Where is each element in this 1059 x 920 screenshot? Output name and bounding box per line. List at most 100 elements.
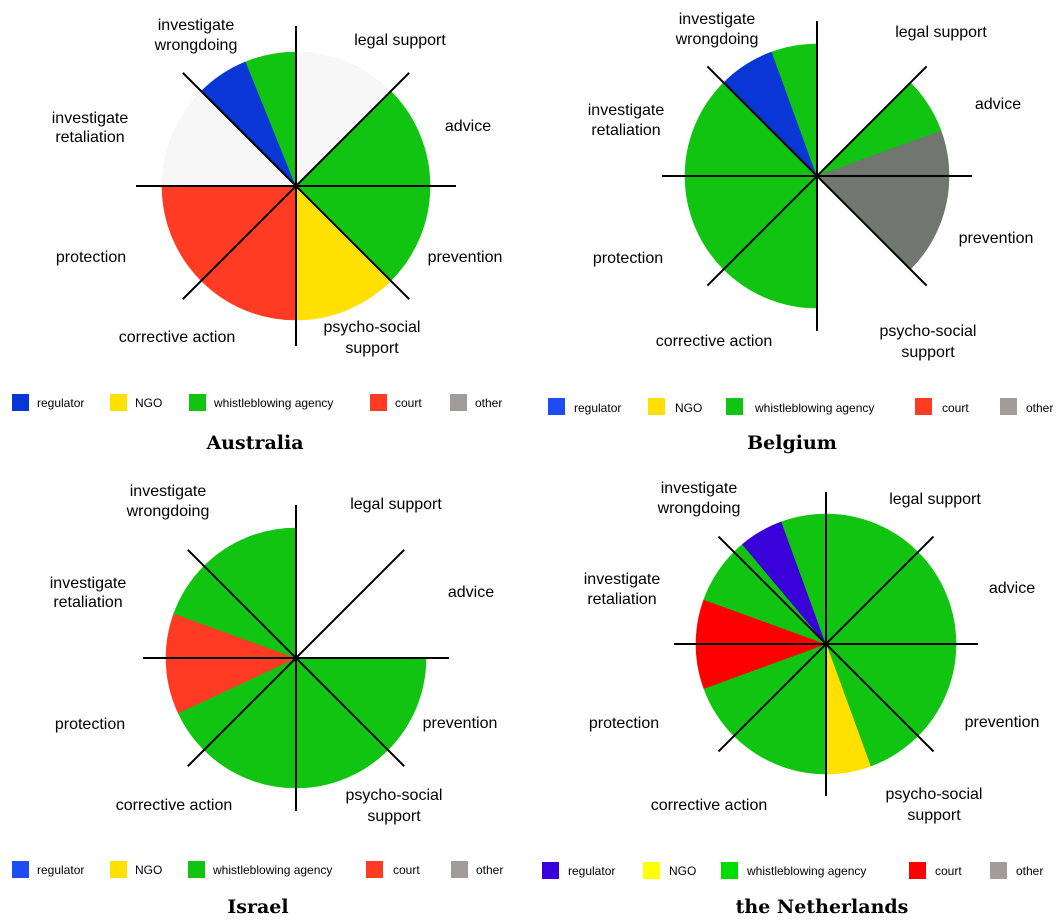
legend-swatch-whistleblowing-agency (188, 861, 205, 878)
legend-swatch-regulator (548, 398, 565, 415)
legend-swatch-ngo (110, 394, 127, 411)
legend-label-ngo: NGO (135, 396, 162, 410)
label-protection: protection (56, 249, 126, 266)
legend-swatch-ngo (648, 398, 665, 415)
pie-slice-advice-none (295, 565, 427, 659)
legend-label-whistleblowing-agency: whistleblowing agency (746, 864, 866, 878)
label-advice: advice (975, 96, 1021, 113)
pie-chart-netherlands: legal support advice prevention psycho-s… (542, 480, 1043, 879)
chart-panel-belgium: legal support advice prevention psycho-s… (530, 0, 1059, 460)
pie-slice-psycho-social-support-whistleblowing-agency (295, 657, 389, 789)
sector-divider-line (187, 549, 405, 767)
pie-slice-investigate-retaliation-whistleblowing-agency (684, 82, 818, 177)
label-legal-support: legal support (895, 24, 987, 41)
pie-chart-belgium: legal support advice prevention psycho-s… (548, 11, 1053, 415)
legend-swatch-regulator (542, 862, 559, 879)
label-psycho-social-support: psycho-social support (880, 323, 977, 361)
label-prevention: prevention (959, 230, 1034, 247)
label-psycho-social-support: psycho-social support (886, 786, 983, 824)
legend-label-other: other (475, 396, 502, 410)
label-psycho-social-support: psycho-social support (346, 787, 443, 825)
pie-slice-protection-court (161, 185, 297, 282)
legend-swatch-other (990, 862, 1007, 879)
chart-panel-netherlands: legal support advice prevention psycho-s… (530, 460, 1059, 920)
label-investigate-retaliation: investigate retaliation (52, 110, 129, 146)
legend-swatch-other (450, 394, 467, 411)
label-prevention: prevention (965, 714, 1040, 731)
legend-label-whistleblowing-agency: whistleblowing agency (754, 401, 874, 415)
legend-swatch-whistleblowing-agency (721, 862, 738, 879)
pie-slice-legal-support-none-light (295, 51, 392, 187)
legend-swatch-court (915, 398, 932, 415)
label-protection: protection (55, 716, 125, 733)
pie-slice-psycho-social-support-none (816, 175, 911, 309)
legend-swatch-court (909, 862, 926, 879)
legend-label-regulator: regulator (37, 396, 84, 410)
legend-swatch-regulator (12, 394, 29, 411)
pie-slice-corrective-action-whistleblowing-agency (203, 657, 297, 789)
pie-slice-corrective-action-whistleblowing-agency (723, 175, 818, 309)
chart-panel-australia: legal support advice prevention psycho-s… (0, 0, 520, 460)
legend-label-regulator: regulator (568, 864, 615, 878)
legend-swatch-court (366, 861, 383, 878)
pie-slice-prevention-other (816, 175, 950, 270)
legend-swatch-whistleblowing-agency (189, 394, 206, 411)
legend-label-regulator: regulator (574, 401, 621, 415)
label-corrective-action: corrective action (656, 333, 773, 350)
legend-label-other: other (476, 863, 503, 877)
legend-swatch-whistleblowing-agency (726, 398, 743, 415)
pie-slice-prevention-whistleblowing-agency (295, 657, 427, 751)
pie-slice-corrective-action-whistleblowing-agency (733, 643, 827, 775)
chart-title: Australia (206, 432, 304, 454)
label-prevention: prevention (423, 715, 498, 732)
pie-slice-prevention-whistleblowing-agency (825, 643, 957, 737)
legend-label-regulator: regulator (37, 863, 84, 877)
legend-swatch-other (451, 861, 468, 878)
legend-swatch-ngo (110, 861, 127, 878)
label-corrective-action: corrective action (651, 797, 768, 814)
legend-swatch-court (370, 394, 387, 411)
legend-label-court: court (935, 864, 962, 878)
legend-label-other: other (1016, 864, 1043, 878)
legend-swatch-ngo (643, 862, 660, 879)
chart-title: Belgium (747, 432, 837, 454)
sector-divider-line (706, 65, 928, 287)
legend-label-whistleblowing-agency: whistleblowing agency (212, 863, 332, 877)
legend-label-court: court (395, 396, 422, 410)
label-corrective-action: corrective action (116, 797, 233, 814)
sector-divider-line (182, 72, 410, 300)
pie-slice-legal-support-none (816, 43, 911, 177)
label-advice: advice (989, 580, 1035, 597)
pie-slice-legal-support-whistleblowing-agency (825, 513, 919, 645)
label-investigate-wrongdoing: investigate wrongdoing (675, 11, 759, 48)
legend: regulator NGO whistleblowing agency cour… (12, 861, 503, 878)
legend-label-court: court (942, 401, 969, 415)
label-protection: protection (589, 715, 659, 732)
legend-label-ngo: NGO (135, 863, 162, 877)
label-corrective-action: corrective action (119, 329, 236, 346)
pie-slice-corrective-action-court (200, 185, 297, 321)
legend-label-court: court (393, 863, 420, 877)
label-prevention: prevention (428, 249, 503, 266)
label-protection: protection (593, 250, 663, 267)
legend-label-other: other (1026, 401, 1053, 415)
pie-slice-advice-whistleblowing-agency (825, 551, 957, 645)
pie-slice-legal-support-none (295, 527, 389, 659)
pie-slice-protection-whistleblowing-agency (684, 175, 818, 270)
sector-divider-line (717, 535, 935, 753)
label-advice: advice (445, 118, 491, 135)
label-investigate-wrongdoing: investigate wrongdoing (126, 483, 210, 520)
label-psycho-social-support: psycho-social support (324, 319, 421, 357)
legend-label-whistleblowing-agency: whistleblowing agency (213, 396, 333, 410)
legend-swatch-other (1000, 398, 1017, 415)
label-legal-support: legal support (350, 496, 442, 513)
legend: regulator NGO whistleblowing agency cour… (548, 398, 1053, 415)
chart-title: Israel (227, 896, 289, 918)
pie-slice-psycho-social-support-ngo (295, 185, 392, 321)
label-advice: advice (448, 584, 494, 601)
pie-slice-prevention-whistleblowing-agency (295, 185, 431, 282)
label-investigate-retaliation: investigate retaliation (588, 102, 665, 139)
legend-label-ngo: NGO (669, 864, 696, 878)
legend: regulator NGO whistleblowing agency cour… (542, 862, 1043, 879)
pie-slice-advice-whistleblowing-agency (295, 90, 431, 187)
